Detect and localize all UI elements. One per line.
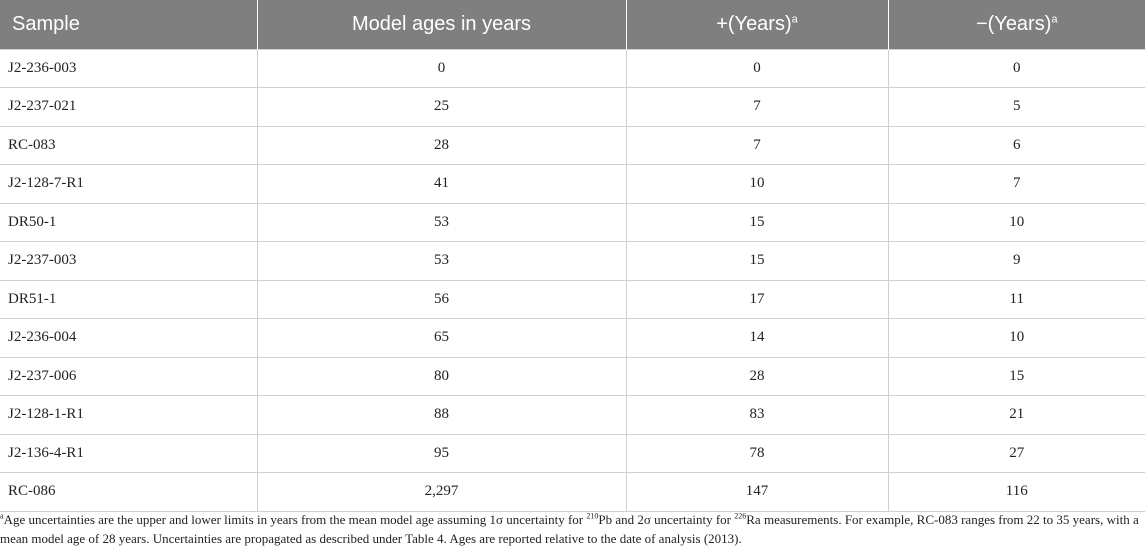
- cell-sample: J2-237-006: [0, 356, 258, 396]
- cell-model-age: 53: [256, 202, 627, 242]
- table-row: RC-086 2,297 147 116: [0, 472, 1145, 512]
- header-model-ages: Model ages in years: [256, 0, 626, 49]
- table-row: DR51-1 56 17 11: [0, 279, 1145, 319]
- isotope-mass-number: 210: [586, 511, 599, 521]
- cell-model-age: 56: [256, 279, 627, 319]
- table-row: J2-136-4-R1 95 78 27: [0, 433, 1145, 473]
- table-footnote: aAge uncertainties are the upper and low…: [0, 510, 1140, 548]
- isotope-element: Ra: [746, 512, 761, 527]
- cell-plus-years: 0: [625, 48, 889, 88]
- cell-sample: DR50-1: [0, 202, 258, 242]
- cell-model-age: 53: [256, 241, 627, 281]
- cell-model-age: 88: [256, 395, 627, 435]
- footnote-text-part1: Age uncertainties are the upper and lowe…: [3, 512, 587, 527]
- header-row: Sample Model ages in years +(Years)a −(Y…: [0, 0, 1145, 49]
- table-row: J2-237-006 80 28 15: [0, 356, 1145, 396]
- table-header: Sample Model ages in years +(Years)a −(Y…: [0, 0, 1145, 49]
- cell-model-age: 65: [256, 318, 627, 358]
- cell-model-age: 2,297: [256, 472, 627, 512]
- cell-model-age: 80: [256, 356, 627, 396]
- header-minus-years: −(Years)a: [887, 0, 1145, 49]
- cell-plus-years: 83: [625, 395, 889, 435]
- table-row: DR50-1 53 15 10: [0, 202, 1145, 242]
- table-row: J2-237-003 53 15 9: [0, 241, 1145, 281]
- table-row: J2-236-004 65 14 10: [0, 318, 1145, 358]
- cell-model-age: 41: [256, 164, 627, 204]
- table-row: J2-236-003 0 0 0: [0, 48, 1145, 88]
- cell-minus-years: 116: [887, 472, 1145, 512]
- cell-minus-years: 10: [887, 202, 1145, 242]
- table-body: J2-236-003 0 0 0 J2-237-021 25 7 5 RC-083 28 7 6 J2-…: [0, 48, 1145, 512]
- cell-plus-years: 15: [625, 202, 889, 242]
- footnote-marker: a: [1051, 13, 1058, 26]
- cell-sample: J2-237-021: [0, 87, 258, 127]
- cell-plus-years: 17: [625, 279, 889, 319]
- cell-sample: DR51-1: [0, 279, 258, 319]
- cell-minus-years: 15: [887, 356, 1145, 396]
- cell-minus-years: 7: [887, 164, 1145, 204]
- cell-minus-years: 5: [887, 87, 1145, 127]
- cell-plus-years: 10: [625, 164, 889, 204]
- footnote-marker: a: [0, 511, 4, 521]
- cell-minus-years: 11: [887, 279, 1145, 319]
- cell-model-age: 95: [256, 433, 627, 473]
- cell-sample: RC-086: [0, 472, 258, 512]
- header-sample: Sample: [12, 12, 80, 35]
- table-row: J2-128-1-R1 88 83 21: [0, 395, 1145, 435]
- cell-minus-years: 27: [887, 433, 1145, 473]
- cell-sample: J2-128-1-R1: [0, 395, 258, 435]
- isotope-mass-number: 226: [734, 511, 747, 521]
- footnote-text-part3: measurements. For example, RC-083 ranges…: [0, 512, 1139, 546]
- table-row: J2-128-7-R1 41 10 7: [0, 164, 1145, 204]
- header-plus-years: +(Years)a: [625, 0, 888, 49]
- isotope-element: Pb: [598, 512, 613, 527]
- cell-minus-years: 10: [887, 318, 1145, 358]
- cell-minus-years: 0: [887, 48, 1145, 88]
- footnote-text-part2: and 2σ uncertainty for: [612, 512, 735, 527]
- footnote-marker: a: [791, 13, 798, 26]
- cell-sample: J2-237-003: [0, 241, 258, 281]
- header-minus-years-label: −(Years): [975, 12, 1052, 35]
- cell-plus-years: 7: [625, 87, 889, 127]
- cell-plus-years: 28: [625, 356, 889, 396]
- cell-sample: J2-236-003: [0, 48, 258, 88]
- table-row: RC-083 28 7 6: [0, 125, 1145, 165]
- model-ages-table: Sample Model ages in years +(Years)a −(Y…: [0, 0, 1145, 512]
- cell-model-age: 0: [256, 48, 627, 88]
- cell-sample: J2-236-004: [0, 318, 258, 358]
- cell-plus-years: 78: [625, 433, 889, 473]
- cell-plus-years: 15: [625, 241, 889, 281]
- header-plus-years-label: +(Years): [716, 12, 792, 35]
- cell-plus-years: 14: [625, 318, 889, 358]
- cell-model-age: 28: [256, 125, 627, 165]
- cell-plus-years: 147: [625, 472, 889, 512]
- table-row: J2-237-021 25 7 5: [0, 87, 1145, 127]
- cell-sample: J2-128-7-R1: [0, 164, 258, 204]
- cell-model-age: 25: [256, 87, 627, 127]
- cell-plus-years: 7: [625, 125, 889, 165]
- cell-sample: J2-136-4-R1: [0, 433, 258, 473]
- cell-minus-years: 9: [887, 241, 1145, 281]
- cell-sample: RC-083: [0, 125, 258, 165]
- cell-minus-years: 6: [887, 125, 1145, 165]
- cell-minus-years: 21: [887, 395, 1145, 435]
